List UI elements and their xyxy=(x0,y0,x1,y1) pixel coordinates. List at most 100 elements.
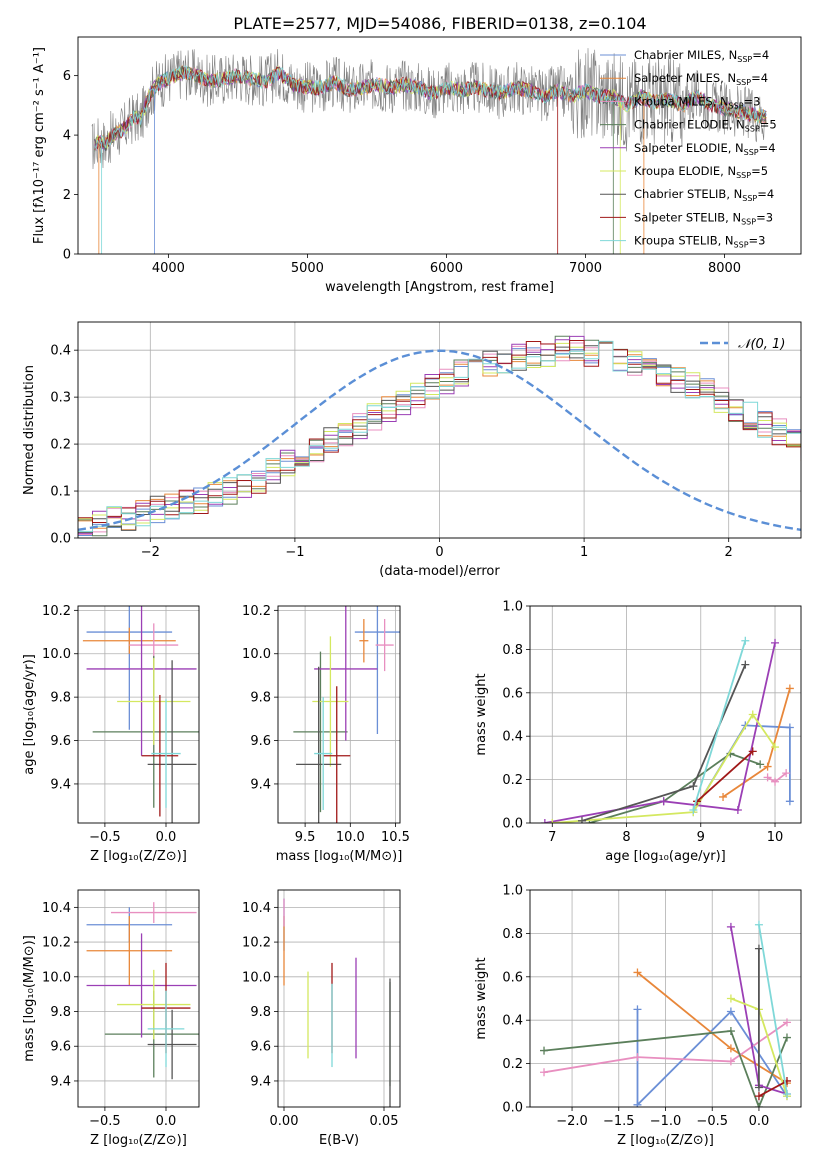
y-tick-label: 10.0 xyxy=(42,647,71,662)
weight-marker xyxy=(659,797,668,806)
x-axis-label: mass [log₁₀(M/M⊙)] xyxy=(276,849,403,864)
x-axis-label: age [log₁₀(age/yr)] xyxy=(605,849,726,864)
legend-entry: Kroupa ELODIE, NSSP=5 xyxy=(634,164,768,180)
y-tick-label: 0.2 xyxy=(50,438,71,453)
weight-marker xyxy=(756,760,765,769)
plot-area-residual-histogram xyxy=(78,335,801,537)
y-tick-label: 0.8 xyxy=(502,927,523,942)
y-tick-label: 10.0 xyxy=(242,970,271,985)
y-tick-label: 9.8 xyxy=(250,1005,271,1020)
weight-series-8 xyxy=(758,1080,788,1097)
plot-area-mass-vs-ebv xyxy=(283,898,391,1107)
y-tick-label: 0.2 xyxy=(502,1057,523,1072)
x-axis-label: Z [log₁₀(Z/Z⊙)] xyxy=(617,1133,714,1148)
x-tick-label: 2 xyxy=(725,545,733,560)
weight-series-6 xyxy=(552,712,776,823)
panel-spectrum: 4000 5000 6000 7000 8000 0 2 4 6 wavelength [Angs… xyxy=(32,36,802,295)
axes-frame xyxy=(277,889,401,1108)
legend-entry: Chabrier ELODIE, NSSP=5 xyxy=(634,118,777,134)
y-tick-label: 9.6 xyxy=(250,1040,271,1055)
x-tick-label: 7 xyxy=(548,830,556,845)
y-tick-label: 9.8 xyxy=(50,1005,71,1020)
y-tick-label: 9.6 xyxy=(250,734,271,749)
y-tick-label: 9.4 xyxy=(250,777,271,792)
x-tick-label: 0.0 xyxy=(156,1114,177,1129)
y-tick-label: 10.4 xyxy=(42,901,71,916)
weight-marker xyxy=(771,777,780,786)
y-tick-label: 6 xyxy=(63,69,71,84)
weight-marker xyxy=(785,723,794,732)
weight-marker xyxy=(726,1027,735,1036)
y-tick-label: 0.0 xyxy=(502,1101,523,1116)
weight-series-5 xyxy=(544,642,776,823)
x-tick-label: −0.5 xyxy=(89,1114,121,1129)
y-tick-label: 9.6 xyxy=(50,1040,71,1055)
x-axis-label: (data-model)/error xyxy=(379,564,500,579)
y-tick-label: 9.6 xyxy=(50,734,71,749)
axes-frame xyxy=(529,889,802,1108)
y-tick-label: 0.4 xyxy=(502,730,523,745)
x-tick-label: 9.5 xyxy=(295,830,316,845)
y-tick-label: 0.6 xyxy=(502,686,523,701)
x-tick-label: 8 xyxy=(622,830,630,845)
x-tick-label: −1.0 xyxy=(650,1114,682,1129)
plot-area-mass-weight-vs-age xyxy=(540,636,794,823)
axes-frame xyxy=(277,605,401,824)
weight-marker xyxy=(540,1046,549,1055)
model-spectrum-9 xyxy=(94,65,767,151)
axes-frame xyxy=(529,605,802,824)
x-tick-label: 0.05 xyxy=(370,1114,399,1129)
x-tick-label: 10 xyxy=(767,830,784,845)
y-axis-label: mass [log₁₀(M/M⊙)] xyxy=(22,935,37,1062)
panel-mass-weight-vs-Z: −2.0 −1.5 −1.0 −0.5 0.0 0.0 0.2 0.4 0.6 0.8 1.0 Z [… xyxy=(474,884,802,1148)
x-tick-label: −1.5 xyxy=(603,1114,635,1129)
weight-marker xyxy=(782,769,791,778)
plot-area-mass-weight-vs-Z xyxy=(540,920,791,1107)
weight-marker xyxy=(763,773,772,782)
weight-marker xyxy=(719,792,728,801)
x-tick-label: 0.0 xyxy=(156,830,177,845)
weight-marker xyxy=(633,1053,642,1062)
y-axis-label: age [log₁₀(age/yr)] xyxy=(22,654,37,775)
weight-marker xyxy=(771,743,780,752)
weight-marker xyxy=(733,805,742,814)
y-tick-label: 10.2 xyxy=(242,604,271,619)
panel-age-vs-Z: −0.5 0.0 9.4 9.6 9.8 10.0 10.2 Z [log₁₀(Z/Z⊙)] a… xyxy=(22,604,200,864)
axes-frame xyxy=(77,321,802,539)
axes-frame xyxy=(77,36,802,255)
legend-entry: Salpeter MILES, NSSP=4 xyxy=(634,71,768,87)
weight-marker xyxy=(785,797,794,806)
y-tick-label: 0.8 xyxy=(502,643,523,658)
weight-marker xyxy=(548,819,557,823)
legend-entry: 𝒩(0, 1) xyxy=(738,337,785,352)
y-tick-label: 0 xyxy=(63,248,71,263)
axes-frame xyxy=(77,889,200,1108)
x-tick-label: 7000 xyxy=(569,261,602,276)
y-tick-label: 9.8 xyxy=(50,691,71,706)
plot-area-spectrum xyxy=(91,48,767,254)
weight-series-8 xyxy=(696,750,754,802)
weight-marker xyxy=(754,920,763,929)
y-tick-label: 9.4 xyxy=(50,777,71,792)
weight-marker xyxy=(633,1100,642,1107)
y-axis-label: mass weight xyxy=(474,673,489,755)
weight-marker xyxy=(726,1057,735,1066)
x-axis-label: Z [log₁₀(Z/Z⊙)] xyxy=(90,849,187,864)
weight-marker xyxy=(540,819,549,823)
weight-marker xyxy=(763,762,772,771)
x-tick-label: 1 xyxy=(580,545,588,560)
y-tick-label: 10.2 xyxy=(242,936,271,951)
weight-marker xyxy=(782,1089,791,1098)
y-axis-label: Normed distribution xyxy=(22,365,37,495)
histogram-series-9 xyxy=(78,340,801,532)
y-tick-label: 1.0 xyxy=(502,600,523,615)
y-tick-label: 0.4 xyxy=(502,1014,523,1029)
x-tick-label: 4000 xyxy=(152,261,185,276)
y-tick-label: 0.6 xyxy=(502,970,523,985)
y-tick-label: 9.8 xyxy=(250,691,271,706)
legend-entry: Salpeter ELODIE, NSSP=4 xyxy=(634,141,776,157)
x-tick-label: 0.00 xyxy=(270,1114,299,1129)
x-tick-label: −1 xyxy=(285,545,304,560)
weight-marker xyxy=(726,994,735,1003)
weight-marker xyxy=(754,1103,763,1107)
